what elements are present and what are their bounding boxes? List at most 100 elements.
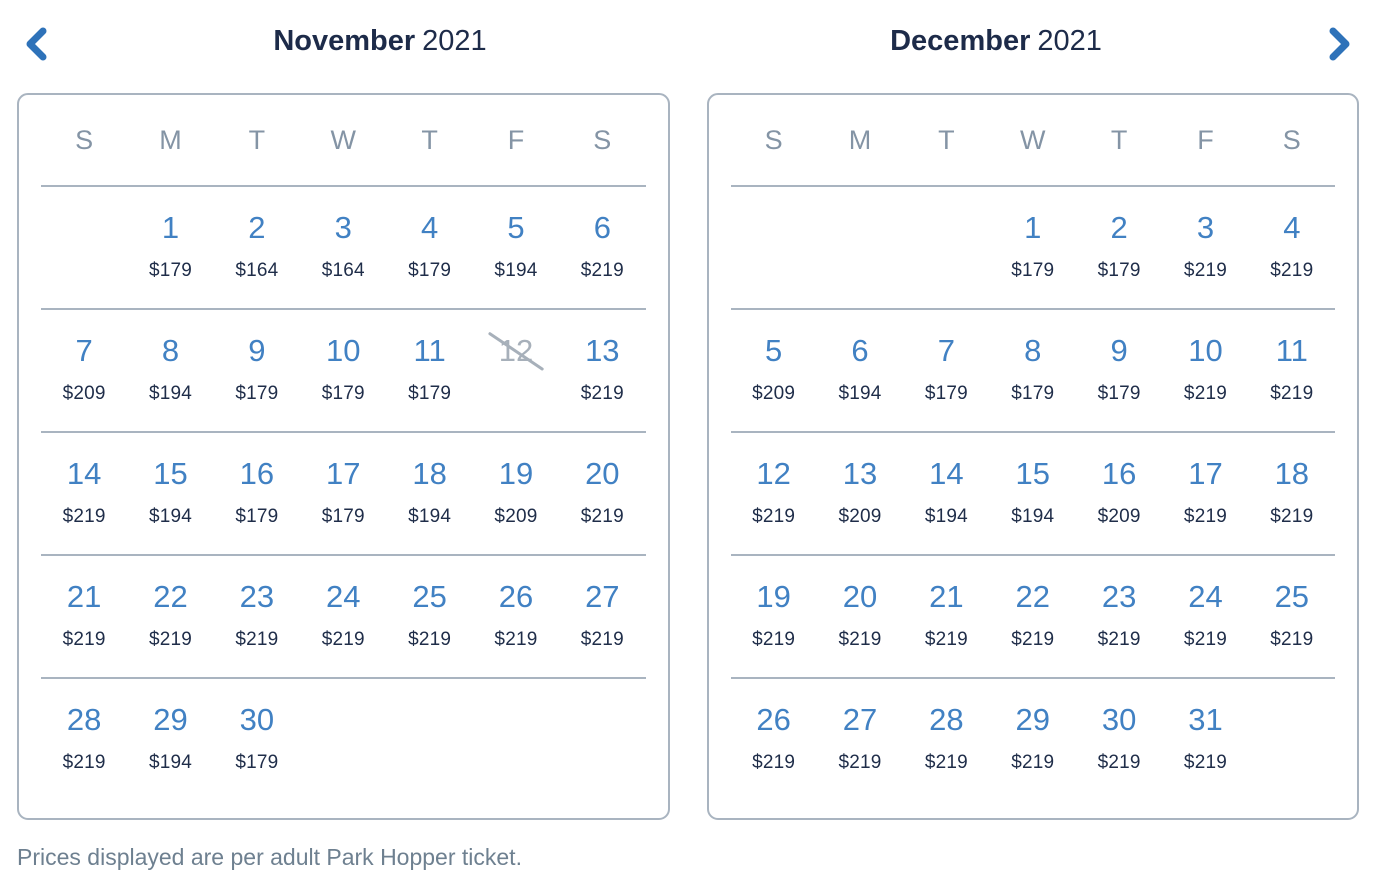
calendar-day-december-8[interactable]: 8 $179 bbox=[990, 310, 1076, 431]
calendar-day-december-15[interactable]: 15 $194 bbox=[990, 433, 1076, 554]
price-disclaimer: Prices displayed are per adult Park Hopp… bbox=[17, 844, 522, 870]
month-year: 2021 bbox=[422, 25, 487, 57]
calendar-day-november-30[interactable]: 30 $179 bbox=[214, 679, 300, 802]
calendar-day-december-13[interactable]: 13 $209 bbox=[817, 433, 903, 554]
calendar-day-november-28[interactable]: 28 $219 bbox=[41, 679, 127, 802]
calendar-day-december-19[interactable]: 19 $219 bbox=[731, 556, 817, 677]
calendar-day-november-11[interactable]: 11 $179 bbox=[386, 310, 472, 431]
calendar-day-november-4[interactable]: 4 $179 bbox=[386, 187, 472, 308]
calendar-day-november-26[interactable]: 26 $219 bbox=[473, 556, 559, 677]
calendar-day-december-4[interactable]: 4 $219 bbox=[1249, 187, 1335, 308]
day-number: 25 bbox=[1274, 579, 1310, 614]
day-number: 26 bbox=[498, 579, 534, 614]
calendar-day-december-5[interactable]: 5 $209 bbox=[731, 310, 817, 431]
calendar-day-november-1[interactable]: 1 $179 bbox=[127, 187, 213, 308]
calendar-day-december-30[interactable]: 30 $219 bbox=[1076, 679, 1162, 802]
day-price: $219 bbox=[1011, 751, 1055, 773]
calendar-day-december-17[interactable]: 17 $219 bbox=[1162, 433, 1248, 554]
calendar-day-november-22[interactable]: 22 $219 bbox=[127, 556, 213, 677]
calendar-day-december-22[interactable]: 22 $219 bbox=[990, 556, 1076, 677]
calendar-day-december-2[interactable]: 2 $179 bbox=[1076, 187, 1162, 308]
calendar-day-december-23[interactable]: 23 $219 bbox=[1076, 556, 1162, 677]
calendar-day-december-7[interactable]: 7 $179 bbox=[903, 310, 989, 431]
next-month-button[interactable] bbox=[1304, 22, 1376, 62]
weekday-header: S bbox=[764, 124, 783, 155]
calendar-day-december-21[interactable]: 21 $219 bbox=[903, 556, 989, 677]
calendar-day-december-24[interactable]: 24 $219 bbox=[1162, 556, 1248, 677]
calendar-day-november-29[interactable]: 29 $194 bbox=[127, 679, 213, 802]
calendar-day-december-26[interactable]: 26 $219 bbox=[731, 679, 817, 802]
calendar-day-december-14[interactable]: 14 $194 bbox=[903, 433, 989, 554]
calendar-day-november-23[interactable]: 23 $219 bbox=[214, 556, 300, 677]
calendar-day-december-28[interactable]: 28 $219 bbox=[903, 679, 989, 802]
calendar-day-november-3[interactable]: 3 $164 bbox=[300, 187, 386, 308]
month-name: December bbox=[890, 25, 1031, 57]
calendar-day-november-15[interactable]: 15 $194 bbox=[127, 433, 213, 554]
weekday-header: T bbox=[421, 124, 438, 155]
calendar-day-december-9[interactable]: 9 $179 bbox=[1076, 310, 1162, 431]
calendar-day-december-29[interactable]: 29 $219 bbox=[990, 679, 1076, 802]
day-price: $219 bbox=[235, 628, 279, 650]
weekday-header: F bbox=[1197, 124, 1214, 155]
day-number: 20 bbox=[842, 579, 878, 614]
day-price: $219 bbox=[1183, 259, 1227, 281]
calendar-day-december-25[interactable]: 25 $219 bbox=[1249, 556, 1335, 677]
calendar-day-december-10[interactable]: 10 $219 bbox=[1162, 310, 1248, 431]
day-number: 28 bbox=[66, 702, 102, 737]
day-number: 17 bbox=[326, 456, 361, 491]
calendar-day-november-10[interactable]: 10 $179 bbox=[300, 310, 386, 431]
calendar-day-december-12[interactable]: 12 $219 bbox=[731, 433, 817, 554]
month-title-right: December 2021 bbox=[688, 22, 1304, 58]
day-price: $194 bbox=[408, 505, 452, 527]
day-number: 10 bbox=[1188, 333, 1223, 368]
day-price: $179 bbox=[235, 505, 279, 527]
calendar-day-november-21[interactable]: 21 $219 bbox=[41, 556, 127, 677]
day-price: $209 bbox=[1097, 505, 1141, 527]
calendar-day-november-17[interactable]: 17 $179 bbox=[300, 433, 386, 554]
calendar-day-december-18[interactable]: 18 $219 bbox=[1249, 433, 1335, 554]
previous-month-button[interactable] bbox=[0, 22, 72, 62]
day-number: 27 bbox=[842, 702, 878, 737]
calendar-day-november-2[interactable]: 2 $164 bbox=[214, 187, 300, 308]
calendar-day-november-13[interactable]: 13 $219 bbox=[559, 310, 645, 431]
week-row: 7 $209 8 $194 9 $179 10 $179 11 $179 12 13 $219 bbox=[41, 310, 646, 433]
day-number: 7 bbox=[75, 333, 93, 368]
calendar-day-november-5[interactable]: 5 $194 bbox=[473, 187, 559, 308]
weekday-header: M bbox=[159, 124, 182, 155]
day-number: 11 bbox=[1275, 333, 1308, 368]
calendar-day-november-19[interactable]: 19 $209 bbox=[473, 433, 559, 554]
calendar-day-november-27[interactable]: 27 $219 bbox=[559, 556, 645, 677]
calendar-day-december-31[interactable]: 31 $219 bbox=[1162, 679, 1248, 802]
day-number: 24 bbox=[326, 579, 361, 614]
calendar-day-december-3[interactable]: 3 $219 bbox=[1162, 187, 1248, 308]
calendar-day-december-11[interactable]: 11 $219 bbox=[1249, 310, 1335, 431]
calendar-day-november-14[interactable]: 14 $219 bbox=[41, 433, 127, 554]
calendar-day-december-27[interactable]: 27 $219 bbox=[817, 679, 903, 802]
calendar-day-november-12: 12 bbox=[473, 310, 559, 431]
day-number: 11 bbox=[413, 333, 446, 368]
calendar-day-december-6[interactable]: 6 $194 bbox=[817, 310, 903, 431]
week-row: 19 $219 20 $219 21 $219 22 $219 23 $219 24 $219 25 $2… bbox=[730, 556, 1335, 679]
day-number: 29 bbox=[153, 702, 188, 737]
calendar-day-november-16[interactable]: 16 $179 bbox=[214, 433, 300, 554]
calendar-day-december-20[interactable]: 20 $219 bbox=[817, 556, 903, 677]
calendar-day-november-8[interactable]: 8 $194 bbox=[127, 310, 213, 431]
empty-day-cell bbox=[1249, 679, 1335, 802]
calendar-day-november-25[interactable]: 25 $219 bbox=[386, 556, 472, 677]
calendar-day-november-18[interactable]: 18 $194 bbox=[386, 433, 472, 554]
day-number: 1 bbox=[1024, 210, 1042, 245]
calendar-day-november-7[interactable]: 7 $209 bbox=[41, 310, 127, 431]
day-number: 9 bbox=[1110, 333, 1128, 368]
day-number: 13 bbox=[585, 333, 620, 368]
calendar-day-november-6[interactable]: 6 $219 bbox=[559, 187, 645, 308]
calendar-day-november-24[interactable]: 24 $219 bbox=[300, 556, 386, 677]
day-price: $179 bbox=[408, 382, 452, 404]
calendar-day-november-20[interactable]: 20 $219 bbox=[559, 433, 645, 554]
calendar-day-december-16[interactable]: 16 $209 bbox=[1076, 433, 1162, 554]
empty-day-cell bbox=[559, 679, 645, 802]
day-number: 9 bbox=[248, 333, 266, 368]
calendar-day-december-1[interactable]: 1 $179 bbox=[990, 187, 1076, 308]
day-number: 15 bbox=[1015, 456, 1050, 491]
day-price: $194 bbox=[1011, 505, 1055, 527]
calendar-day-november-9[interactable]: 9 $179 bbox=[214, 310, 300, 431]
